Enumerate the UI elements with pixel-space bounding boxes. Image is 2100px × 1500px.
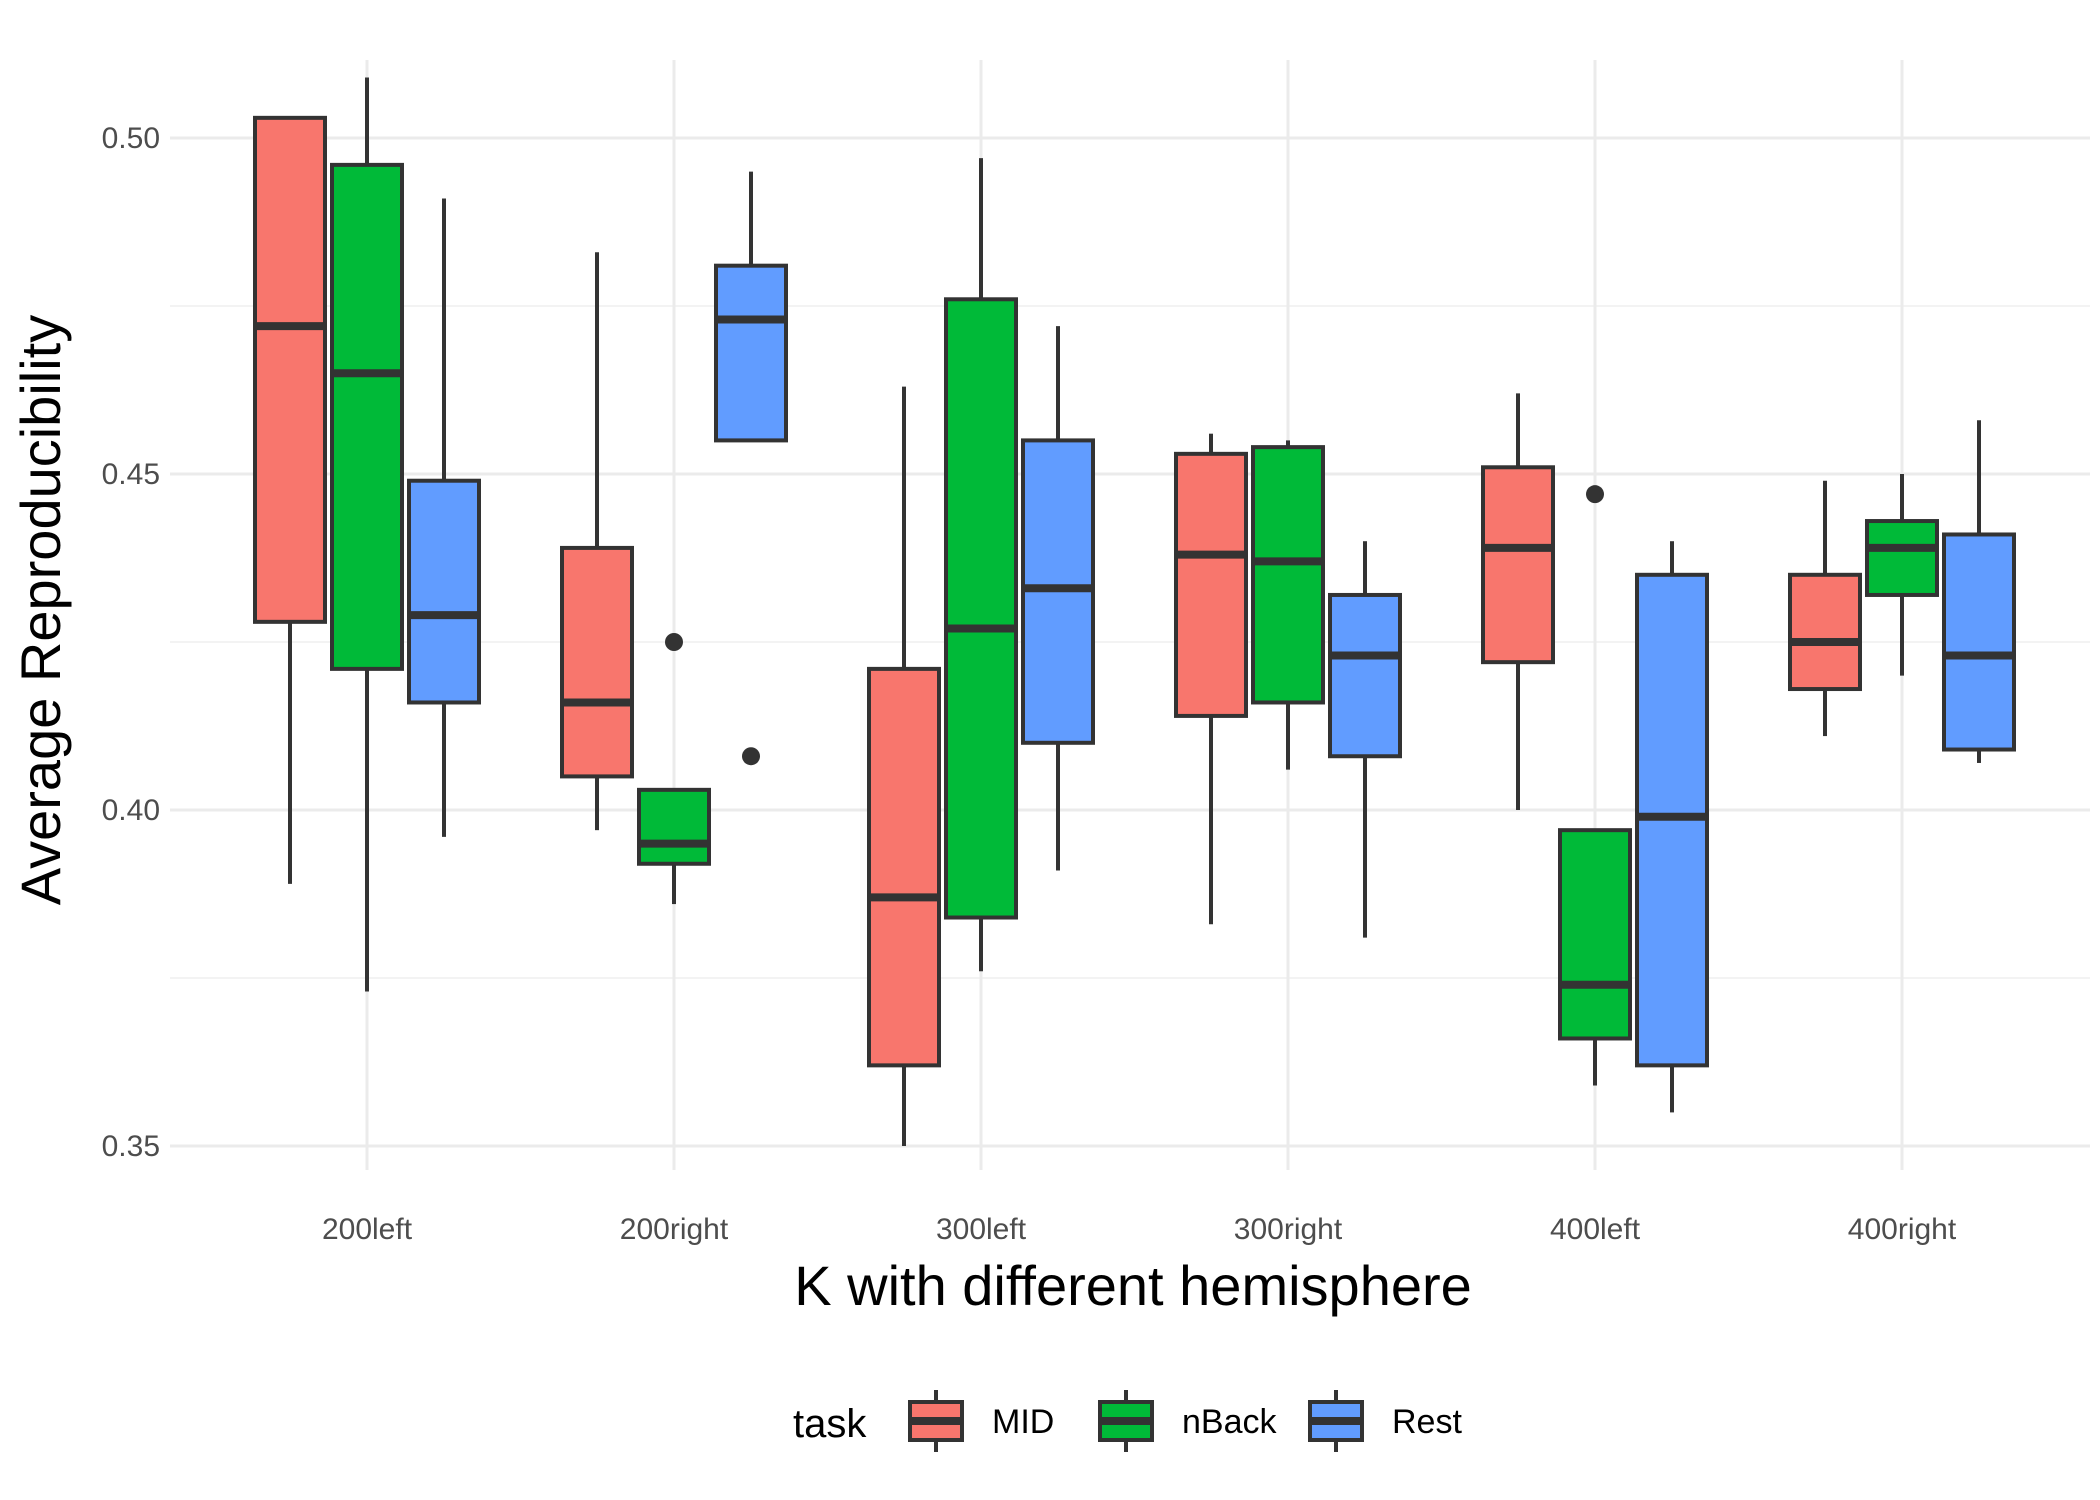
box-Rest-300right	[1328, 541, 1402, 938]
box-nBack-200right	[637, 633, 711, 905]
box-Rest-400right	[1942, 420, 2016, 763]
x-axis-ticks: 200left 200right 300left 300right 400left 400…	[322, 1213, 1957, 1246]
box-body	[1481, 465, 1555, 665]
box-body	[1942, 532, 2016, 752]
box-MID-400right	[1788, 480, 1862, 737]
legend-title: task	[793, 1402, 867, 1446]
box-nBack-400left	[1558, 485, 1632, 1086]
box-Rest-300left	[1021, 326, 1095, 871]
box-MID-400left	[1481, 393, 1555, 810]
box-body	[1788, 572, 1862, 692]
legend-label: MID	[992, 1403, 1054, 1441]
box-body	[560, 545, 634, 779]
x-tick-label: 300left	[936, 1213, 1027, 1246]
box-body	[1251, 445, 1325, 705]
legend-item-nBack: nBack	[1098, 1390, 1277, 1452]
y-axis-title: Average Reproducibility	[9, 315, 72, 905]
box-body	[944, 297, 1018, 920]
x-axis-title: K with different hemisphere	[794, 1254, 1472, 1317]
legend-item-Rest: Rest	[1308, 1390, 1462, 1452]
box-MID-200right	[560, 252, 634, 831]
outlier-point	[1586, 485, 1604, 504]
outlier-point	[665, 633, 683, 651]
box-MID-300left	[867, 386, 941, 1146]
y-tick-label: 0.35	[102, 1130, 160, 1163]
box-body	[1328, 592, 1402, 759]
box-nBack-400right	[1865, 474, 1939, 676]
x-tick-label: 400right	[1848, 1213, 1957, 1246]
box-Rest-200left	[407, 198, 481, 837]
x-tick-label: 200right	[620, 1213, 729, 1246]
legend: task MID nBack Rest	[793, 1390, 1462, 1452]
y-axis-ticks: 0.35 0.40 0.45 0.50	[102, 122, 160, 1163]
box-body	[714, 263, 788, 443]
box-body	[330, 162, 404, 671]
box-Rest-200right	[714, 171, 788, 766]
outlier-point	[742, 747, 760, 766]
x-tick-label: 300right	[1234, 1213, 1343, 1246]
box-body	[407, 478, 481, 705]
x-tick-label: 200left	[322, 1213, 413, 1246]
y-tick-label: 0.45	[102, 458, 160, 491]
y-tick-label: 0.50	[102, 122, 160, 155]
box-body	[1558, 828, 1632, 1041]
boxplot-boxes	[253, 77, 2016, 1146]
box-MID-300right	[1174, 433, 1248, 925]
box-body	[1174, 451, 1248, 718]
box-nBack-300right	[1251, 440, 1325, 770]
box-body	[637, 787, 711, 866]
legend-label: Rest	[1392, 1403, 1462, 1441]
x-tick-label: 400left	[1550, 1213, 1641, 1246]
box-body	[253, 115, 327, 624]
box-nBack-200left	[330, 77, 404, 992]
box-body	[1865, 519, 1939, 597]
box-nBack-300left	[944, 158, 1018, 972]
box-body	[867, 666, 941, 1068]
y-tick-label: 0.40	[102, 794, 160, 827]
legend-label: nBack	[1182, 1403, 1277, 1441]
box-MID-200left	[253, 115, 327, 884]
box-Rest-400left	[1635, 541, 1709, 1113]
legend-item-MID: MID	[908, 1390, 1054, 1452]
